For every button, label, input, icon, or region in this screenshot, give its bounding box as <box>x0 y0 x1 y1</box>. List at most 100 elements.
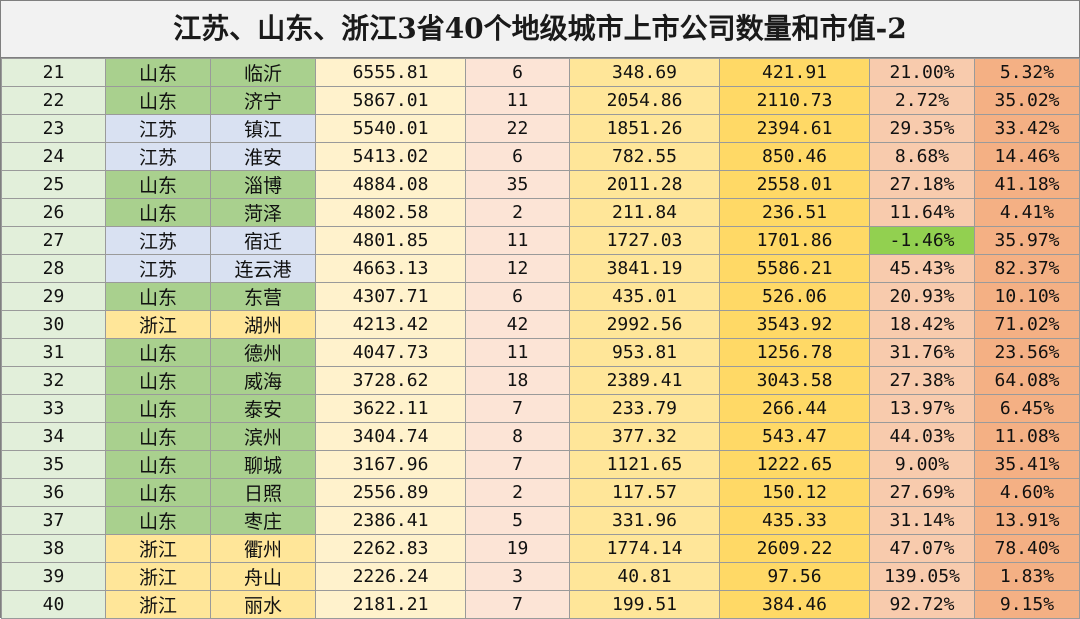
city-cell: 连云港 <box>210 254 316 283</box>
gdp-cell: 4663.13 <box>315 254 466 283</box>
market-value-2-cell: 435.33 <box>719 506 870 535</box>
gdp-cell: 3167.96 <box>315 450 466 479</box>
city-cell: 泰安 <box>210 394 316 423</box>
company-count-cell: 35 <box>465 170 570 199</box>
market-value-1-cell: 1851.26 <box>569 114 720 143</box>
market-value-2-cell: 1701.86 <box>719 226 870 255</box>
company-count-cell: 11 <box>465 226 570 255</box>
city-cell: 淮安 <box>210 142 316 171</box>
table-body: 21 山东 临沂 6555.81 6 348.69 421.91 21.00% 5.32% 22 山… <box>1 58 1080 619</box>
market-value-1-cell: 348.69 <box>569 58 720 87</box>
rank-cell: 24 <box>1 142 106 171</box>
rank-cell: 23 <box>1 114 106 143</box>
gdp-cell: 4307.71 <box>315 282 466 311</box>
market-value-1-cell: 117.57 <box>569 478 720 507</box>
province-cell: 山东 <box>105 198 211 227</box>
market-value-1-cell: 2389.41 <box>569 366 720 395</box>
table-row: 36 山东 日照 2556.89 2 117.57 150.12 27.69% 4.60% <box>1 478 1080 507</box>
rank-cell: 27 <box>1 226 106 255</box>
market-value-1-cell: 1774.14 <box>569 534 720 563</box>
market-value-1-cell: 211.84 <box>569 198 720 227</box>
ratio-percent-cell: 13.91% <box>974 506 1080 535</box>
market-value-1-cell: 2992.56 <box>569 310 720 339</box>
city-cell: 菏泽 <box>210 198 316 227</box>
table-row: 25 山东 淄博 4884.08 35 2011.28 2558.01 27.18% 41.18… <box>1 170 1080 199</box>
table-row: 22 山东 济宁 5867.01 11 2054.86 2110.73 2.72% 35.02% <box>1 86 1080 115</box>
ratio-percent-cell: 78.40% <box>974 534 1080 563</box>
market-value-1-cell: 953.81 <box>569 338 720 367</box>
company-count-cell: 22 <box>465 114 570 143</box>
change-percent-cell: 44.03% <box>869 422 975 451</box>
city-cell: 镇江 <box>210 114 316 143</box>
rank-cell: 39 <box>1 562 106 591</box>
province-cell: 浙江 <box>105 562 211 591</box>
market-value-1-cell: 377.32 <box>569 422 720 451</box>
company-count-cell: 11 <box>465 338 570 367</box>
gdp-cell: 5540.01 <box>315 114 466 143</box>
gdp-cell: 2262.83 <box>315 534 466 563</box>
table-row: 33 山东 泰安 3622.11 7 233.79 266.44 13.97% 6.45% <box>1 394 1080 423</box>
table-row: 38 浙江 衢州 2262.83 19 1774.14 2609.22 47.07% 78.40… <box>1 534 1080 563</box>
city-cell: 济宁 <box>210 86 316 115</box>
company-count-cell: 6 <box>465 282 570 311</box>
rank-cell: 30 <box>1 310 106 339</box>
ratio-percent-cell: 35.41% <box>974 450 1080 479</box>
change-percent-cell: 20.93% <box>869 282 975 311</box>
province-cell: 山东 <box>105 366 211 395</box>
table-title: 江苏、山东、浙江3省40个地级城市上市公司数量和市值-2 <box>1 1 1079 58</box>
rank-cell: 26 <box>1 198 106 227</box>
table-row: 37 山东 枣庄 2386.41 5 331.96 435.33 31.14% 13.91% <box>1 506 1080 535</box>
company-count-cell: 7 <box>465 394 570 423</box>
city-cell: 衢州 <box>210 534 316 563</box>
change-percent-cell: 11.64% <box>869 198 975 227</box>
city-cell: 丽水 <box>210 590 316 619</box>
rank-cell: 22 <box>1 86 106 115</box>
gdp-cell: 5413.02 <box>315 142 466 171</box>
province-cell: 山东 <box>105 338 211 367</box>
ratio-percent-cell: 35.97% <box>974 226 1080 255</box>
company-count-cell: 6 <box>465 142 570 171</box>
ratio-percent-cell: 64.08% <box>974 366 1080 395</box>
province-cell: 山东 <box>105 58 211 87</box>
ratio-percent-cell: 10.10% <box>974 282 1080 311</box>
change-percent-cell: 21.00% <box>869 58 975 87</box>
gdp-cell: 4802.58 <box>315 198 466 227</box>
market-value-1-cell: 2011.28 <box>569 170 720 199</box>
ratio-percent-cell: 41.18% <box>974 170 1080 199</box>
gdp-cell: 5867.01 <box>315 86 466 115</box>
market-value-2-cell: 384.46 <box>719 590 870 619</box>
market-value-1-cell: 3841.19 <box>569 254 720 283</box>
change-percent-cell: 29.35% <box>869 114 975 143</box>
change-percent-cell: 45.43% <box>869 254 975 283</box>
rank-cell: 29 <box>1 282 106 311</box>
province-cell: 山东 <box>105 170 211 199</box>
market-value-2-cell: 97.56 <box>719 562 870 591</box>
change-percent-cell: -1.46% <box>869 226 975 255</box>
gdp-cell: 4884.08 <box>315 170 466 199</box>
rank-cell: 32 <box>1 366 106 395</box>
rank-cell: 34 <box>1 422 106 451</box>
rank-cell: 37 <box>1 506 106 535</box>
province-cell: 江苏 <box>105 226 211 255</box>
table-row: 32 山东 威海 3728.62 18 2389.41 3043.58 27.38% 64.08… <box>1 366 1080 395</box>
gdp-cell: 2556.89 <box>315 478 466 507</box>
market-value-1-cell: 2054.86 <box>569 86 720 115</box>
company-count-cell: 2 <box>465 198 570 227</box>
change-percent-cell: 27.38% <box>869 366 975 395</box>
table-row: 23 江苏 镇江 5540.01 22 1851.26 2394.61 29.35% 33.42… <box>1 114 1080 143</box>
market-value-2-cell: 526.06 <box>719 282 870 311</box>
table-row: 26 山东 菏泽 4802.58 2 211.84 236.51 11.64% 4.41% <box>1 198 1080 227</box>
table-row: 27 江苏 宿迁 4801.85 11 1727.03 1701.86 -1.46% 35.97… <box>1 226 1080 255</box>
ratio-percent-cell: 6.45% <box>974 394 1080 423</box>
change-percent-cell: 139.05% <box>869 562 975 591</box>
table-row: 40 浙江 丽水 2181.21 7 199.51 384.46 92.72% 9.15% <box>1 590 1080 619</box>
market-value-2-cell: 2110.73 <box>719 86 870 115</box>
change-percent-cell: 92.72% <box>869 590 975 619</box>
province-cell: 山东 <box>105 450 211 479</box>
company-count-cell: 2 <box>465 478 570 507</box>
rank-cell: 21 <box>1 58 106 87</box>
gdp-cell: 2226.24 <box>315 562 466 591</box>
gdp-cell: 4213.42 <box>315 310 466 339</box>
rank-cell: 31 <box>1 338 106 367</box>
market-value-1-cell: 331.96 <box>569 506 720 535</box>
